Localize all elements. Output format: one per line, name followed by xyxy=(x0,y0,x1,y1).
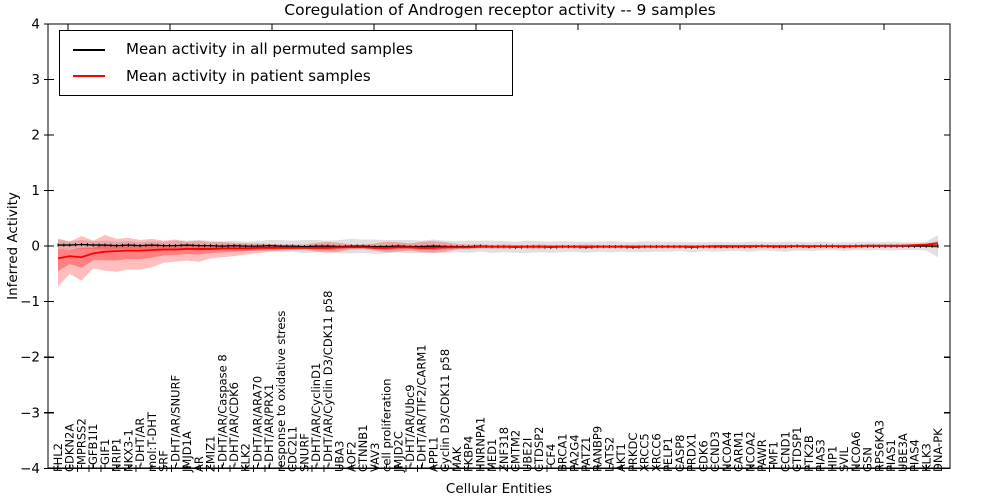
x-tick-label: T-DHT/AR/Ubc9 xyxy=(403,384,417,473)
x-tick-label: PIAS1 xyxy=(884,439,898,472)
x-tick-label: NCOA4 xyxy=(720,431,734,472)
x-tick-label: JMJD2C xyxy=(391,431,405,473)
y-tick-label: 4 xyxy=(31,17,40,33)
x-tick-label: PIAS3 xyxy=(814,439,828,472)
x-tick-label: CDC2L1 xyxy=(286,426,300,472)
x-tick-label: Cyclin D3/CDK11 p58 xyxy=(438,349,452,472)
legend-entry-permuted: Mean activity in all permuted samples xyxy=(60,42,512,57)
legend-entry-patient: Mean activity in patient samples xyxy=(60,66,512,85)
patient-line-swatch xyxy=(73,75,105,78)
x-tick-label: TCF4 xyxy=(544,444,558,473)
y-tick-label: 2 xyxy=(31,128,40,144)
y-tick-label: 3 xyxy=(31,72,40,88)
x-tick-label: PIAS4 xyxy=(908,439,922,472)
x-tick-label: SRF xyxy=(157,450,171,472)
x-tick-label: NKX3-1 xyxy=(121,429,135,472)
x-tick-label: PATZ1 xyxy=(579,437,593,472)
x-tick-label: TMPRSS2 xyxy=(74,418,88,473)
x-tick-label: CMTM2 xyxy=(509,430,523,472)
x-tick-label: T-DHT/AR/CyclinD1 xyxy=(309,363,323,473)
x-tick-label: VAV3 xyxy=(368,443,382,472)
y-tick-label: −3 xyxy=(20,405,40,421)
y-tick-label: −2 xyxy=(20,350,40,366)
y-tick-label: 1 xyxy=(31,183,40,199)
x-tick-label: SVIL xyxy=(837,446,851,472)
x-tick-label: T-DHT/AR/SNURF xyxy=(168,375,182,473)
x-tick-label: T-DHT/AR/TIF2/CARM1 xyxy=(415,344,429,473)
y-tick-label: 0 xyxy=(31,239,40,255)
legend: Mean activity in all permuted samples Me… xyxy=(59,30,513,96)
x-tick-label: T-DHT/AR/Cyclin D3/CDK11 p58 xyxy=(321,291,335,473)
x-tick-label: RANBP9 xyxy=(591,426,605,472)
x-tick-label: UBE3A xyxy=(896,433,910,472)
x-tick-label: T-DHT/AR/Caspase 8 xyxy=(215,354,229,473)
x-tick-label: CDKN2A xyxy=(63,424,77,472)
x-tick-label: HNRNPA1 xyxy=(473,417,487,472)
x-axis-label: Cellular Entities xyxy=(445,481,553,497)
x-tick-label: AOF2 xyxy=(344,441,358,472)
x-tick-label: LATS2 xyxy=(602,437,616,472)
x-tick-label: PAWR xyxy=(755,439,769,472)
y-tick-label: −4 xyxy=(20,461,40,477)
x-tick-label: UBA3 xyxy=(333,441,347,473)
x-tick-label: NRIP1 xyxy=(110,438,124,472)
x-tick-label: FHL2 xyxy=(51,443,65,472)
x-tick-label: PELP1 xyxy=(661,437,675,472)
x-tick-label: CASP8 xyxy=(673,435,687,472)
x-tick-label: T-DHT/AR/ARA70 xyxy=(250,376,264,473)
permuted-line-swatch xyxy=(73,48,105,51)
x-tick-label: CDK6 xyxy=(696,440,710,472)
x-tick-label: PTK2B xyxy=(802,435,816,472)
x-tick-label: XRCC5 xyxy=(638,433,652,472)
y-tick-label: −1 xyxy=(20,294,40,310)
x-tick-label: TGIF1 xyxy=(98,439,112,473)
legend-label-patient: Mean activity in patient samples xyxy=(126,66,371,85)
x-tick-label: HIP1 xyxy=(825,446,839,472)
x-tick-label: SNURF xyxy=(297,433,311,472)
x-tick-label: T-DHT/AR xyxy=(133,418,147,473)
x-tick-label: KLK3 xyxy=(919,443,933,472)
x-tick-label: T-DHT/AR/CDK6 xyxy=(227,382,241,473)
x-tick-label: MED1 xyxy=(485,439,499,472)
x-tick-label: CCND3 xyxy=(708,431,722,472)
x-tick-label: CTDSP1 xyxy=(790,427,804,472)
x-tick-label: TMF1 xyxy=(767,441,781,473)
x-tick-label: cell proliferation xyxy=(380,378,394,472)
patient-mean-line xyxy=(57,242,939,260)
x-tick-label: GSN xyxy=(861,447,875,472)
x-tick-label: RPS6KA3 xyxy=(872,420,886,472)
x-tick-label: AKT1 xyxy=(614,443,628,472)
x-tick-label: ZMIZ1 xyxy=(204,436,218,472)
x-tick-label: mol:T-DHT xyxy=(145,411,159,472)
x-tick-label: KLK2 xyxy=(239,443,253,472)
x-tick-label: TGFB1I1 xyxy=(86,424,100,473)
x-tick-label: JMJD1A xyxy=(180,431,194,473)
x-tick-label: CCND1 xyxy=(778,431,792,472)
x-tick-label: PA2G4 xyxy=(567,434,581,472)
x-tick-label: PRKDC xyxy=(626,433,640,472)
x-tick-label: AR xyxy=(192,456,206,472)
x-tick-label: CTNNB1 xyxy=(356,425,370,472)
x-tick-label: CTDSP2 xyxy=(532,427,546,472)
x-tick-label: UBE2I xyxy=(520,438,534,472)
x-tick-label: NCOA2 xyxy=(743,431,757,472)
x-tick-label: XRCC6 xyxy=(649,433,663,472)
x-tick-label: CARM1 xyxy=(732,431,746,472)
legend-label-permuted: Mean activity in all permuted samples xyxy=(126,40,413,59)
x-tick-label: BRCA1 xyxy=(556,433,570,472)
x-tick-label: DNA-PK xyxy=(931,428,945,472)
x-tick-label: ZNF318 xyxy=(497,427,511,472)
x-tick-label: APPL1 xyxy=(426,437,440,472)
x-tick-label: MAK xyxy=(450,446,464,472)
x-tick-label: response to oxidative stress xyxy=(274,311,288,472)
x-tick-label: FKBP4 xyxy=(462,436,476,472)
x-tick-label: NCOA6 xyxy=(849,431,863,472)
x-tick-label: T-DHT/AR/PRX1 xyxy=(262,384,276,473)
chart-title: Coregulation of Androgen receptor activi… xyxy=(284,1,716,19)
x-tick-label: PRDX1 xyxy=(685,433,699,472)
